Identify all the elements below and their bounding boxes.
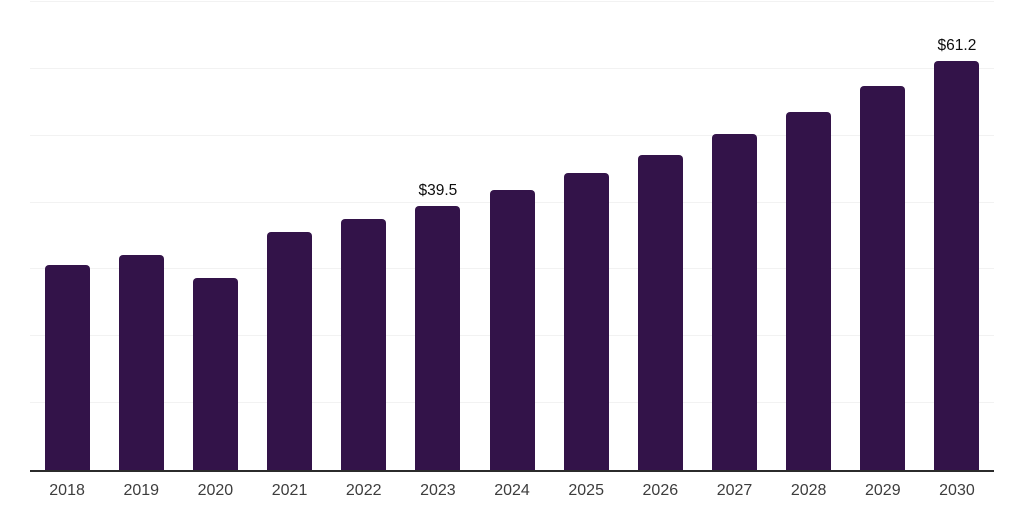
plot-area: $39.5 $61.2	[30, 1, 994, 470]
bar-slot-2023: $39.5	[401, 2, 475, 470]
bar-slot-2026	[623, 2, 697, 470]
gridline-50	[30, 134, 994, 136]
bar-2025	[563, 172, 609, 470]
bar-slot-2022	[327, 2, 401, 470]
x-tick-label-2030: 2030	[939, 482, 975, 499]
bar-2029	[860, 86, 906, 470]
x-tick-label-2021: 2021	[271, 482, 308, 499]
x-tick-label-2029: 2029	[865, 482, 901, 499]
bar-slot-2028	[772, 2, 846, 470]
x-axis-labels: 2018 2019 2020 2021 2022 2023 2024 2025 2026 2027…	[30, 482, 994, 500]
bar-2020	[192, 277, 238, 470]
bar-2028	[786, 111, 832, 470]
bar-2019	[118, 254, 164, 470]
x-tick-label-2022: 2022	[345, 482, 382, 499]
x-tick-label-2019: 2019	[123, 482, 160, 499]
bar-value-label-2023: $39.5	[418, 181, 458, 199]
bar-2018	[44, 264, 90, 470]
bars-row: $39.5 $61.2	[30, 2, 994, 470]
bar-2023	[415, 205, 461, 470]
bar-slot-2030: $61.2	[920, 2, 994, 470]
bar-2024	[489, 189, 535, 470]
bar-2026	[637, 155, 683, 470]
x-tick-label-2024: 2024	[494, 482, 530, 499]
bar-slot-2018	[30, 2, 104, 470]
bar-slot-2029	[846, 2, 920, 470]
x-tick-label-2020: 2020	[197, 482, 234, 499]
bar-slot-2021	[252, 2, 326, 470]
bar-slot-2027	[697, 2, 771, 470]
x-axis-line	[30, 470, 994, 472]
bar-2022	[341, 219, 387, 470]
bar-slot-2020	[178, 2, 252, 470]
bar-2021	[267, 232, 313, 470]
bar-slot-2019	[104, 2, 178, 470]
x-tick-label-2027: 2027	[716, 482, 753, 499]
x-tick-label-2018: 2018	[49, 482, 85, 499]
gridline-70	[30, 1, 994, 2]
bar-2030	[934, 60, 980, 470]
x-tick-label-2025: 2025	[568, 482, 604, 499]
gridline-60	[30, 67, 994, 69]
bar-slot-2024	[475, 2, 549, 470]
bar-value-label-2030: $61.2	[937, 36, 977, 54]
bar-2027	[711, 133, 757, 470]
bar-slot-2025	[549, 2, 623, 470]
x-tick-label-2026: 2026	[642, 482, 679, 499]
x-tick-label-2028: 2028	[790, 482, 827, 499]
x-tick-label-2023: 2023	[420, 482, 456, 499]
